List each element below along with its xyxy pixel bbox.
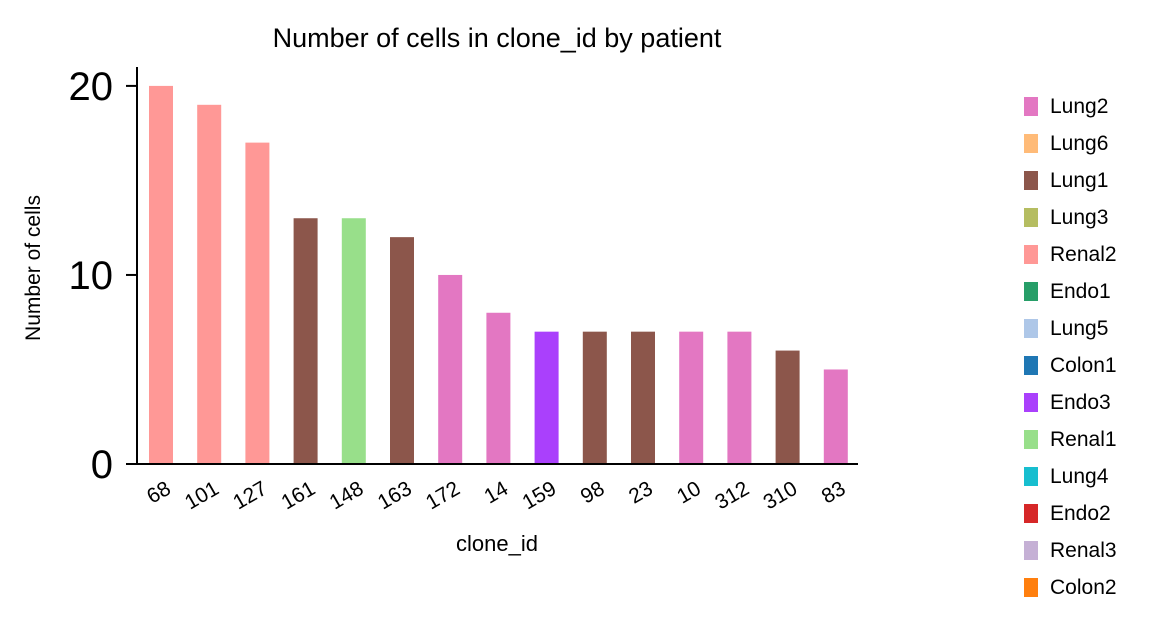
x-tick-label: 159 — [518, 477, 560, 514]
legend-label: Endo1 — [1050, 279, 1111, 303]
bar-159 — [534, 331, 559, 464]
legend-swatch — [1024, 319, 1038, 338]
bar-127 — [245, 142, 270, 464]
bar-310 — [775, 350, 800, 464]
legend-item-colon1: Colon1 — [1024, 347, 1117, 384]
x-axis-label: clone_id — [456, 531, 538, 556]
x-ticks-group: 68 101 127 161 148 163 172 14 159 98 23 10 312 310 83 — [143, 477, 850, 515]
bar-68 — [149, 85, 173, 465]
x-tick-label: 14 — [480, 477, 512, 509]
legend-label: Endo2 — [1050, 501, 1111, 525]
bar-83 — [823, 369, 848, 464]
legend-swatch — [1024, 430, 1038, 449]
legend-item-colon2: Colon2 — [1024, 569, 1117, 606]
legend-item-endo1: Endo1 — [1024, 273, 1117, 310]
legend-item-lung4: Lung4 — [1024, 458, 1117, 495]
bar-23 — [631, 331, 655, 464]
legend-swatch — [1024, 282, 1038, 301]
bar-312 — [727, 331, 752, 464]
x-tick-label: 83 — [818, 477, 850, 509]
bar-148 — [341, 218, 366, 464]
bar-101 — [197, 104, 222, 465]
bar-172 — [438, 274, 463, 464]
legend-swatch — [1024, 504, 1038, 523]
legend: Lung2 Lung6 Lung1 Lung3 Renal2 Endo1 Lung5 Colo… — [1024, 88, 1117, 606]
legend-swatch — [1024, 245, 1038, 264]
legend-label: Renal2 — [1050, 242, 1117, 266]
legend-label: Colon1 — [1050, 353, 1117, 377]
legend-swatch — [1024, 356, 1038, 375]
legend-item-lung3: Lung3 — [1024, 199, 1117, 236]
x-tick-label: 10 — [673, 477, 705, 509]
legend-item-renal1: Renal1 — [1024, 421, 1117, 458]
y-tick-label: 10 — [69, 254, 114, 298]
x-tick-label: 23 — [625, 477, 657, 509]
legend-label: Lung3 — [1050, 205, 1109, 229]
chart-title: Number of cells in clone_id by patient — [273, 23, 722, 53]
legend-swatch — [1024, 541, 1038, 560]
y-tick-label: 0 — [91, 443, 113, 487]
legend-swatch — [1024, 393, 1038, 412]
bar-98 — [582, 331, 607, 464]
legend-swatch — [1024, 97, 1038, 116]
legend-label: Colon2 — [1050, 575, 1117, 599]
legend-label: Lung4 — [1050, 464, 1109, 488]
bar-163 — [390, 237, 414, 464]
legend-label: Renal1 — [1050, 427, 1117, 451]
x-tick-label: 148 — [326, 477, 368, 514]
x-tick-label: 161 — [277, 477, 319, 514]
bars-group — [149, 85, 848, 465]
x-tick-label: 127 — [229, 477, 271, 514]
y-axis-label: Number of cells — [22, 195, 45, 341]
legend-item-renal2: Renal2 — [1024, 236, 1117, 273]
bar-14 — [486, 312, 511, 464]
legend-label: Lung5 — [1050, 316, 1109, 340]
legend-item-lung5: Lung5 — [1024, 310, 1117, 347]
legend-item-lung2: Lung2 — [1024, 88, 1117, 125]
x-tick-label: 98 — [577, 477, 609, 509]
legend-swatch — [1024, 208, 1038, 227]
legend-swatch — [1024, 134, 1038, 153]
legend-label: Lung1 — [1050, 168, 1109, 192]
y-tick-label: 20 — [69, 65, 114, 109]
legend-item-endo3: Endo3 — [1024, 384, 1117, 421]
bar-10 — [679, 331, 704, 464]
legend-label: Endo3 — [1050, 390, 1111, 414]
x-tick-label: 172 — [422, 477, 464, 514]
x-tick-label: 101 — [181, 477, 223, 514]
bar-161 — [293, 218, 318, 464]
legend-item-lung1: Lung1 — [1024, 162, 1117, 199]
x-tick-label: 312 — [711, 477, 753, 514]
x-tick-label: 68 — [143, 477, 175, 509]
legend-item-endo2: Endo2 — [1024, 495, 1117, 532]
legend-item-renal3: Renal3 — [1024, 532, 1117, 569]
legend-label: Renal3 — [1050, 538, 1117, 562]
x-tick-label: 163 — [374, 477, 416, 514]
legend-label: Lung2 — [1050, 94, 1109, 118]
y-ticks-group: 0 10 20 — [69, 65, 137, 487]
legend-swatch — [1024, 467, 1038, 486]
legend-item-lung6: Lung6 — [1024, 125, 1117, 162]
legend-label: Lung6 — [1050, 131, 1109, 155]
legend-swatch — [1024, 578, 1038, 597]
legend-swatch — [1024, 171, 1038, 190]
x-tick-label: 310 — [759, 477, 801, 514]
